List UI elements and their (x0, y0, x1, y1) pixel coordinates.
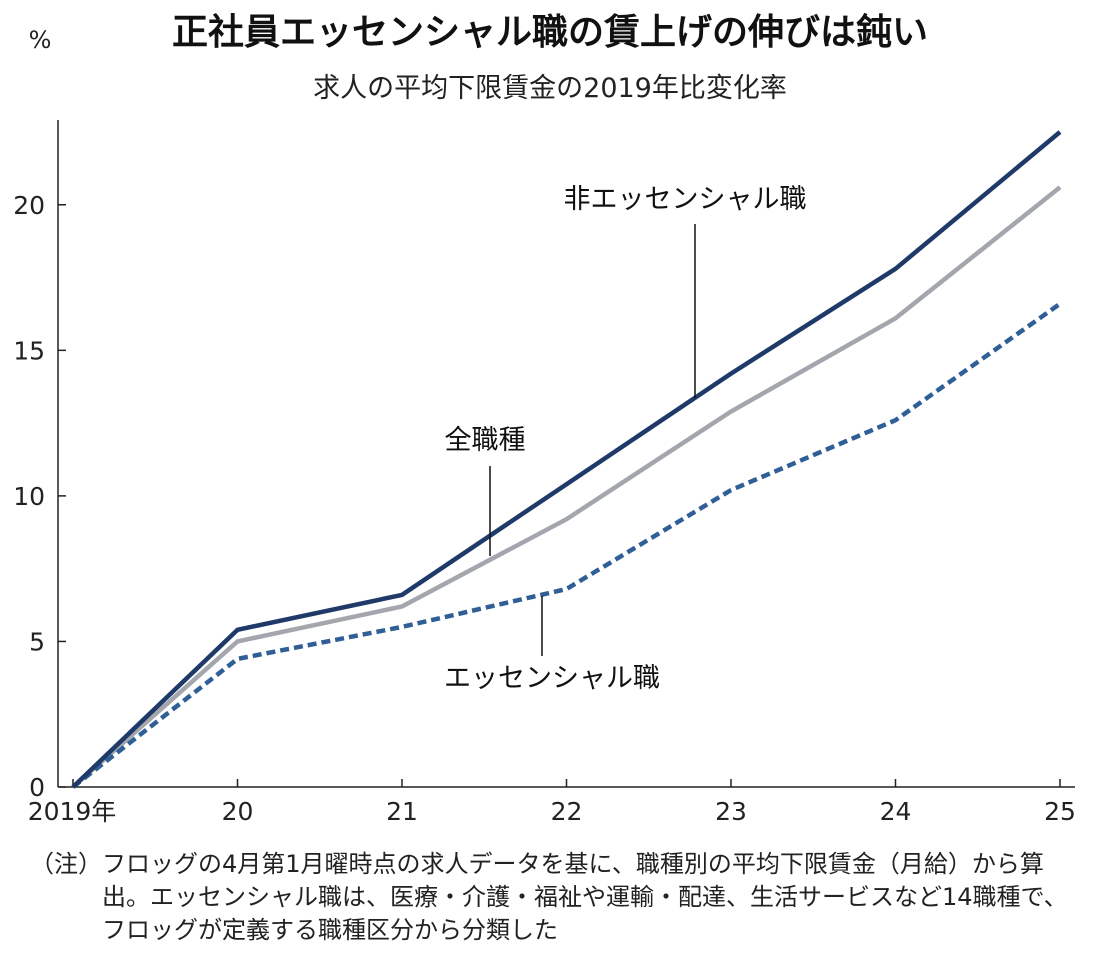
series-line-2 (71, 301, 1062, 789)
x-tick-label: 23 (715, 797, 747, 826)
x-tick-label: 22 (551, 797, 583, 826)
x-tick-label: 20 (222, 797, 254, 826)
y-tick-label: 20 (13, 191, 45, 220)
series-line-1 (71, 185, 1062, 789)
y-tick-label: 10 (13, 482, 45, 511)
series-lines (71, 130, 1062, 789)
chart-subtitle: 求人の平均下限賃金の2019年比変化率 (313, 73, 787, 104)
chart-title: 正社員エッセンシャル職の賃上げの伸びは鈍い (172, 12, 928, 53)
y-tick-label: 0 (29, 773, 45, 802)
footnote: （注） フロッグの4月第1月曜時点の求人データを基に、職種別の平均下限賃金（月給… (30, 848, 1090, 947)
axes: 0 5 10 15 20 2019年 20 21 22 23 24 25 (13, 120, 1076, 826)
footnote-prefix: （注） (30, 850, 102, 878)
series-line-0 (71, 130, 1062, 789)
series-label-1: 全職種 (445, 425, 526, 456)
series-label-2: エッセンシャル職 (444, 663, 660, 694)
line-chart: 正社員エッセンシャル職の賃上げの伸びは鈍い 求人の平均下限賃金の2019年比変化… (13, 12, 1076, 826)
footnote-text: フロッグの4月第1月曜時点の求人データを基に、職種別の平均下限賃金（月給）から算… (102, 850, 1068, 944)
y-axis-unit: % (29, 26, 52, 54)
series-label-0: 非エッセンシャル職 (564, 184, 807, 215)
y-tick-label: 5 (29, 627, 45, 656)
x-tick-label: 24 (880, 797, 912, 826)
x-tick-label: 2019年 (28, 797, 117, 826)
x-tick-label: 21 (386, 797, 418, 826)
x-tick-label: 25 (1044, 797, 1076, 826)
y-tick-label: 15 (13, 336, 45, 365)
